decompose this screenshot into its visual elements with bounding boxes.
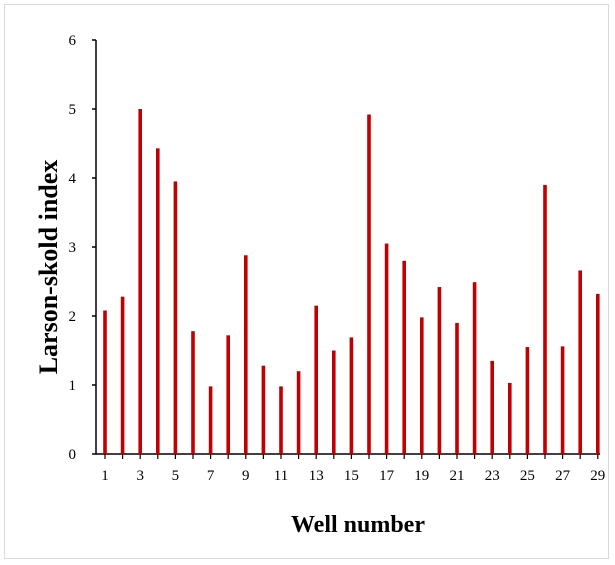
bar xyxy=(332,350,336,454)
bar xyxy=(543,184,547,454)
bar xyxy=(596,293,600,454)
x-tick-label: 13 xyxy=(309,468,324,484)
bar xyxy=(226,335,230,454)
bars xyxy=(103,109,600,455)
bar xyxy=(508,382,512,454)
x-tick-label: 5 xyxy=(172,468,180,484)
x-tick-label: 19 xyxy=(414,468,429,484)
y-tick-label: 1 xyxy=(69,378,77,394)
bar xyxy=(314,305,318,454)
bar xyxy=(525,347,530,454)
x-tick-label: 23 xyxy=(485,468,500,484)
x-tick-label: 7 xyxy=(207,468,215,484)
x-tick-label: 1 xyxy=(101,468,109,484)
bar xyxy=(490,360,494,454)
y-tick-label: 0 xyxy=(69,447,77,463)
bar xyxy=(208,386,213,454)
x-tick-label: 29 xyxy=(590,468,605,484)
bar xyxy=(191,331,195,454)
axes xyxy=(95,40,600,455)
bar xyxy=(420,317,424,454)
bar xyxy=(349,337,354,454)
bar xyxy=(261,365,266,454)
x-ticks: 1 3 5 7 9 11 13 15 17 19 21 23 25 27 29 xyxy=(101,454,605,484)
x-tick-label: 11 xyxy=(274,468,288,484)
y-tick-label: 6 xyxy=(69,33,77,49)
bar xyxy=(578,270,582,454)
y-ticks: 0 1 2 3 4 5 6 xyxy=(69,33,96,463)
bar xyxy=(279,386,283,454)
x-axis-title: Well number xyxy=(291,512,425,538)
bar xyxy=(296,371,301,454)
y-axis-title: Larson-skold index xyxy=(34,160,63,375)
x-tick-label: 9 xyxy=(242,468,250,484)
x-tick-label: 3 xyxy=(136,468,144,484)
bar xyxy=(173,181,178,454)
bar xyxy=(402,260,406,454)
bar xyxy=(560,346,565,454)
bar xyxy=(120,296,125,454)
x-tick-label: 27 xyxy=(555,468,571,484)
x-tick-label: 25 xyxy=(520,468,535,484)
bar xyxy=(367,114,371,455)
y-tick-label: 3 xyxy=(69,240,77,256)
x-tick-label: 17 xyxy=(379,468,395,484)
x-tick-label: 15 xyxy=(344,468,359,484)
bar xyxy=(437,287,442,454)
x-tick-label: 21 xyxy=(450,468,465,484)
y-tick-label: 4 xyxy=(69,171,77,187)
chart-frame xyxy=(4,4,609,559)
y-tick-label: 2 xyxy=(69,309,77,325)
bar xyxy=(455,322,459,454)
bar xyxy=(384,243,389,454)
y-tick-label: 5 xyxy=(69,102,77,118)
bar xyxy=(244,255,248,454)
bar xyxy=(472,282,477,454)
bar xyxy=(103,310,107,454)
bar xyxy=(156,148,160,454)
bar xyxy=(138,109,142,454)
